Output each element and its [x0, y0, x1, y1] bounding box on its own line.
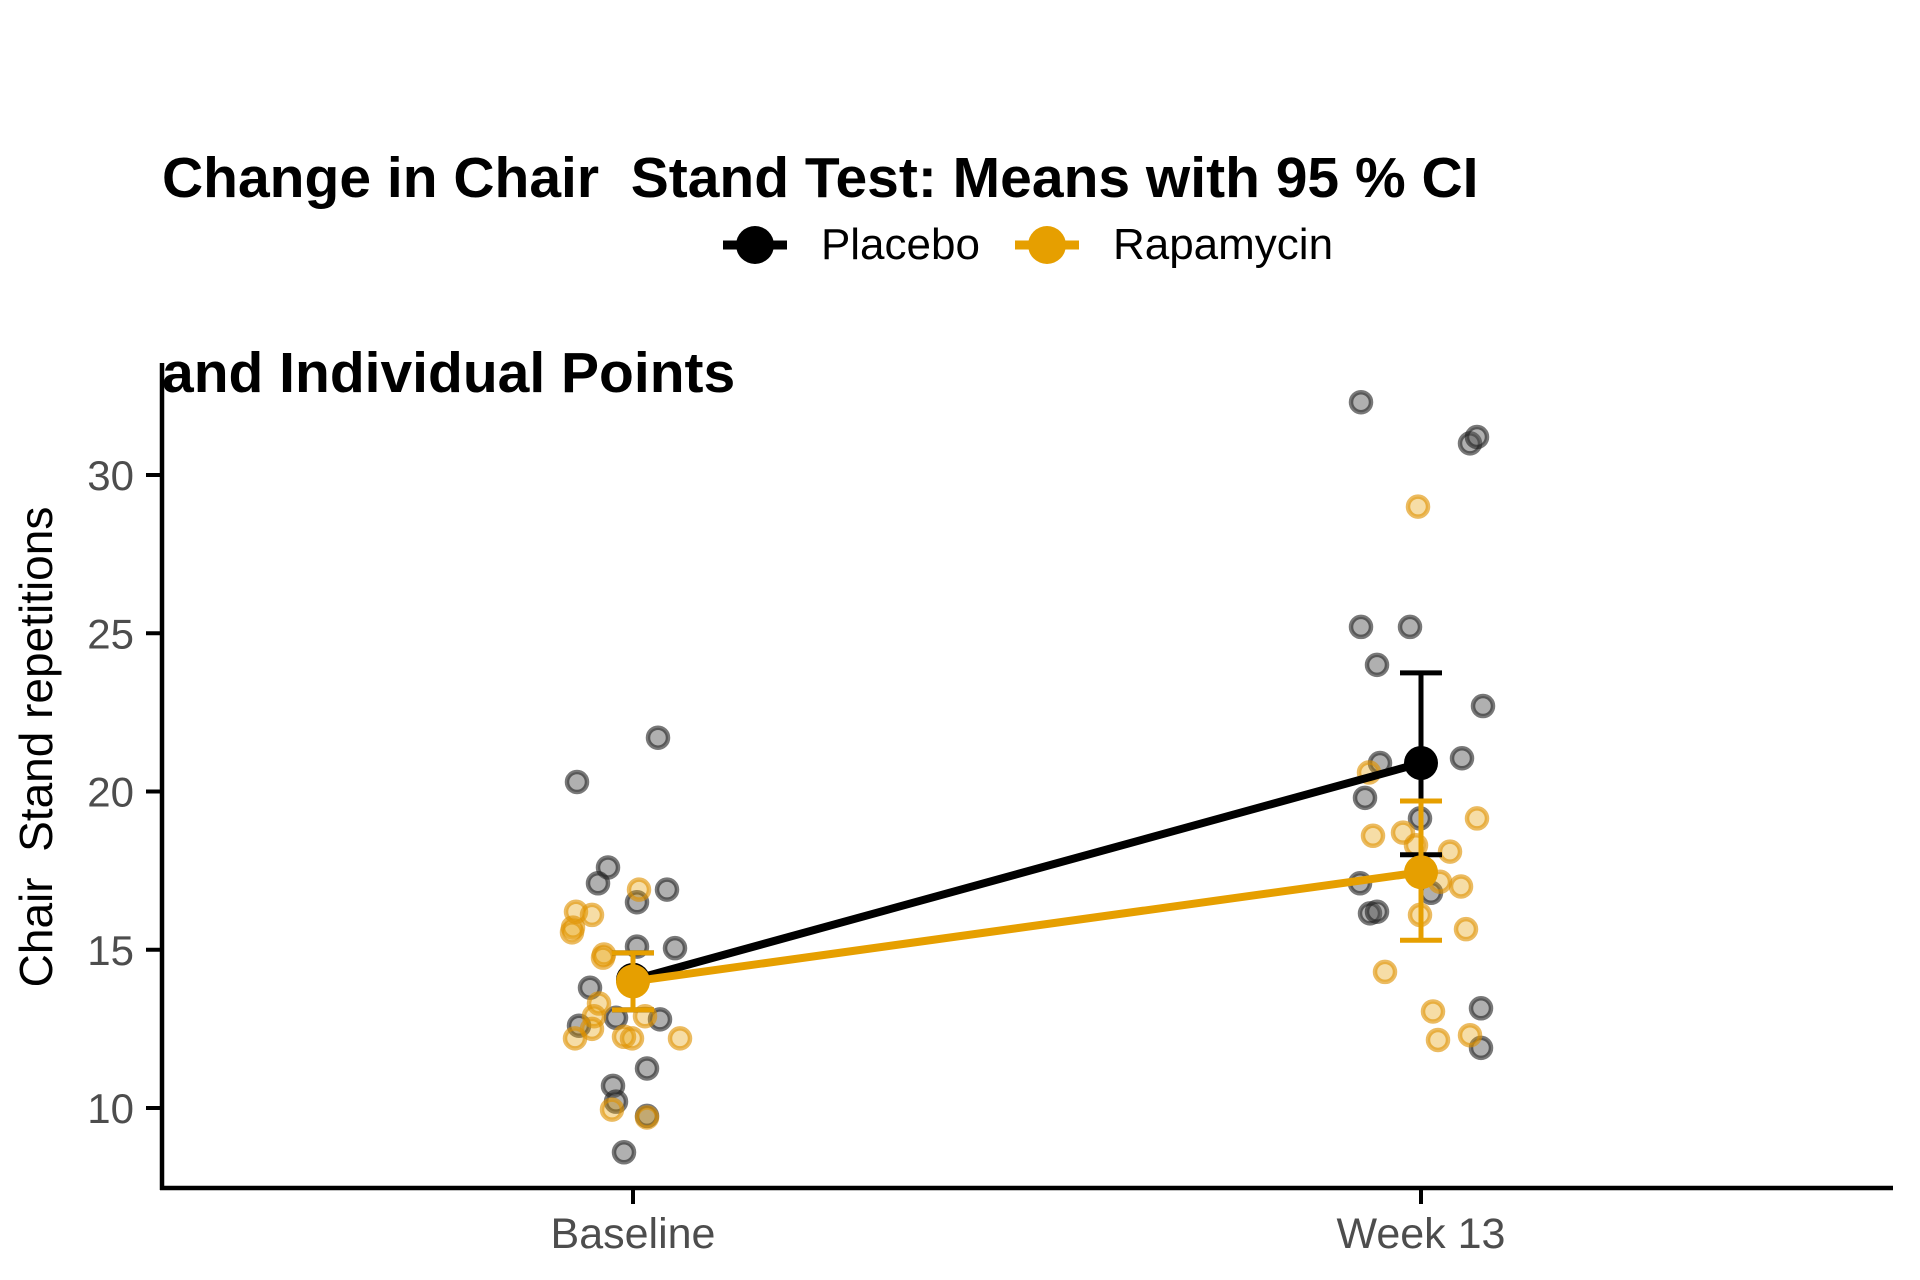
placebo-data-point [654, 877, 680, 902]
y-axis-title: Chair Stand repetitions [10, 507, 62, 988]
rapamycin-data-point [579, 902, 605, 928]
rapamycin-data-point [1464, 806, 1490, 831]
y-tick-label: 10 [87, 1085, 134, 1132]
rapamycin-trend-line [632, 868, 1422, 986]
y-tick-label: 15 [87, 927, 134, 974]
placebo-data-point [564, 769, 590, 795]
placebo-data-point [1470, 693, 1496, 719]
rapamycin-mean-point [1404, 855, 1438, 890]
rapamycin-mean-point [616, 964, 650, 999]
chart-title-line2: and Individual Points [162, 341, 736, 405]
placebo-data-point [1468, 996, 1494, 1021]
rapamycin-data-point [1457, 1022, 1483, 1048]
placebo-data-point [611, 1140, 637, 1165]
rapamycin-data-point [1360, 823, 1386, 849]
x-tick-label: Baseline [551, 1210, 716, 1258]
rapamycin-data-point [634, 1105, 660, 1130]
placebo-data-point [1348, 614, 1374, 640]
rapamycin-data-point [1420, 999, 1446, 1024]
placebo-data-point [1464, 424, 1490, 450]
rapamycin-data-point [1453, 916, 1479, 942]
legend: Placebo Rapamycin [162, 219, 1893, 271]
rapamycin-data-point [586, 991, 612, 1016]
placebo-data-point [662, 935, 688, 961]
placebo-data-point [1364, 652, 1390, 678]
legend-item-rapamycin: Rapamycin [1014, 220, 1333, 270]
rapamycin-data-point [626, 877, 652, 902]
x-tick-label: Week 13 [1337, 1210, 1506, 1258]
rapamycin-data-point [599, 1097, 625, 1122]
rapamycin-data-point [562, 1026, 588, 1051]
rapamycin-data-point [619, 1026, 645, 1051]
rapamycin-data-point [1425, 1027, 1451, 1053]
placebo-data-point [585, 871, 611, 896]
rapamycin-data-point [1405, 494, 1431, 519]
legend-label-placebo: Placebo [820, 220, 980, 269]
y-tick-label: 20 [87, 769, 134, 816]
placebo-data-point [1352, 785, 1378, 811]
y-tick-label: 25 [87, 610, 134, 657]
placebo-data-point [1348, 389, 1374, 415]
rapamycin-data-point [559, 920, 585, 945]
rapamycin-data-point [1448, 874, 1474, 899]
placebo-data-point [634, 1056, 660, 1081]
placebo-data-point [1397, 614, 1423, 640]
rapamycin-data-point [1437, 839, 1463, 864]
chart-title-line1: Change in Chair Stand Test: Means with 9… [162, 146, 1479, 210]
legend-key-placebo-icon [722, 226, 787, 264]
placebo-data-point [1364, 899, 1390, 925]
legend-key-rapamycin-icon [1014, 226, 1079, 264]
placebo-mean-point [1404, 746, 1438, 781]
rapamycin-data-point [590, 945, 616, 970]
placebo-data-point [645, 725, 671, 750]
legend-label-rapamycin: Rapamycin [1112, 220, 1334, 269]
rapamycin-data-point [1372, 959, 1398, 985]
y-tick-label: 30 [87, 452, 134, 499]
rapamycin-data-point [667, 1026, 693, 1051]
legend-item-placebo: Placebo [722, 220, 980, 270]
placebo-trend-line [631, 759, 1423, 984]
placebo-data-point [1449, 746, 1475, 771]
chart-title: Change in Chair Stand Test: Means with 9… [162, 16, 1478, 471]
